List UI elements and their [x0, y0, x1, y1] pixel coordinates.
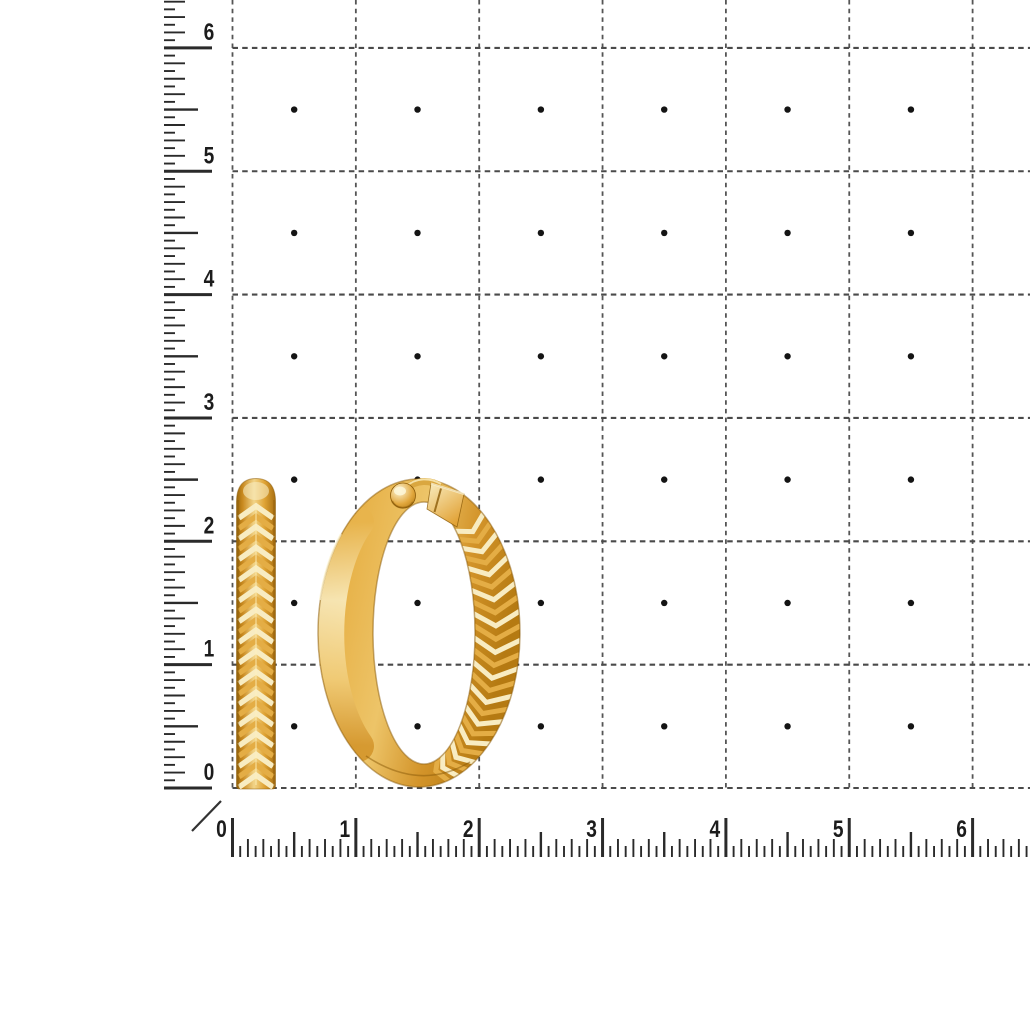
earring-hoop-front-view — [317, 478, 521, 788]
origin-slash-mark — [191, 800, 222, 832]
grid-dot — [290, 476, 298, 483]
h-ruler-label: 2 — [463, 815, 474, 843]
clasp-latch-bevel — [430, 482, 465, 495]
chevron-cut — [469, 594, 520, 616]
grid-dot — [907, 229, 915, 237]
grid-dot — [414, 229, 421, 237]
grid-dot — [661, 476, 668, 483]
chevron-cut — [467, 580, 518, 603]
chevron-cut — [470, 622, 520, 643]
grid-dot — [537, 353, 545, 360]
hoop-bottom-seam — [365, 755, 471, 777]
grid-dot — [784, 353, 791, 360]
grid-dashed-lines — [231, 0, 1030, 790]
grid-dot — [290, 353, 298, 360]
grid-dot — [290, 106, 298, 113]
clasp-knob-highlight — [394, 486, 406, 496]
grid-dot — [537, 476, 545, 483]
h-ruler-label: 0 — [216, 815, 227, 843]
chevron-cut — [461, 553, 511, 578]
grid-dot — [290, 723, 298, 730]
horizontal-ruler: 0 1 2 3 4 5 6 — [216, 815, 1028, 857]
grid-dot — [537, 229, 545, 237]
grid-dots — [290, 106, 915, 730]
grid-dot — [907, 599, 915, 607]
chevron-cut — [469, 658, 519, 682]
grid-dot — [907, 476, 915, 483]
v-ruler-label: 0 — [204, 758, 215, 786]
grid-dot — [784, 599, 791, 607]
clasp-knob-shadow — [391, 500, 414, 509]
clasp-latch-notch — [433, 488, 442, 513]
grid-dot — [661, 599, 668, 607]
v-ruler-label: 6 — [204, 18, 215, 46]
chevron-cut — [459, 699, 506, 727]
grid-dot — [661, 723, 668, 730]
h-ruler-label: 6 — [956, 815, 967, 843]
grid-dot — [537, 599, 545, 607]
chevron-cut — [470, 634, 520, 656]
v-ruler-label: 2 — [204, 511, 215, 539]
strip-top-sheen — [243, 482, 269, 500]
grid-dot — [661, 106, 668, 113]
v-ruler-label: 5 — [204, 141, 215, 169]
grid-dot — [414, 353, 421, 360]
hoop-clasp — [390, 478, 465, 528]
hoop-rim-highlight — [318, 533, 342, 601]
clasp-latch — [426, 482, 465, 528]
hoop-polished-sheen — [318, 506, 374, 762]
grid-dot — [784, 723, 791, 730]
h-ruler-label: 1 — [340, 815, 351, 843]
grid-dot — [907, 106, 915, 113]
grid-dot — [290, 599, 298, 607]
grid-dot — [537, 106, 545, 113]
grid-dot — [784, 476, 791, 483]
h-ruler-label: 5 — [833, 815, 844, 843]
chevron-cut — [464, 566, 515, 590]
chevron-cut — [458, 540, 507, 566]
grid-dot — [414, 106, 421, 113]
v-ruler-label: 3 — [204, 388, 215, 416]
v-ruler-label: 1 — [204, 635, 215, 663]
grid-dot — [907, 353, 915, 360]
grid-dot — [661, 229, 668, 237]
grid-dot — [661, 353, 668, 360]
earring-edge-view — [236, 477, 276, 790]
v-ruler-label: 4 — [204, 265, 215, 293]
chevron-cut — [462, 690, 511, 717]
grid-dot — [784, 229, 791, 237]
chevron-cut — [470, 609, 520, 629]
h-ruler-label: 3 — [586, 815, 597, 843]
grid-dot — [414, 723, 421, 730]
chevron-cut — [467, 669, 517, 694]
vertical-ruler: 0 1 2 3 4 5 6 — [164, 0, 215, 790]
grid-dot — [414, 599, 421, 607]
grid-dot — [907, 723, 915, 730]
h-ruler-label: 4 — [710, 815, 721, 843]
grid-dot — [784, 106, 791, 113]
grid-dot — [537, 723, 545, 730]
chevron-cut — [465, 680, 514, 706]
hoop-inner-edge — [372, 501, 476, 765]
chevron-cut — [470, 646, 520, 669]
grid-dot — [290, 229, 298, 237]
